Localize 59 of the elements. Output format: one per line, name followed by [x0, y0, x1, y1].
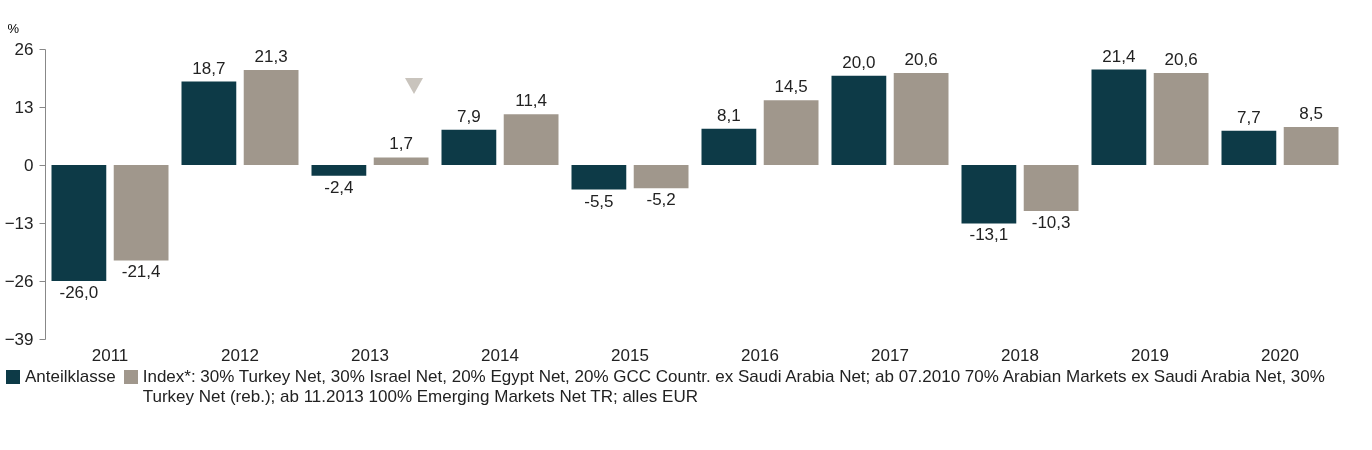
bar: [243, 69, 299, 165]
y-tick-label: 26: [14, 39, 34, 59]
data-label: 7,7: [1237, 107, 1261, 127]
x-tick-label: 2014: [481, 345, 519, 365]
bar: [181, 81, 237, 165]
data-label: -13,1: [969, 225, 1009, 245]
bar: [1091, 69, 1147, 165]
y-tick-label: 0: [24, 155, 34, 175]
data-label: 21,4: [1102, 46, 1136, 66]
data-label: -2,4: [324, 177, 354, 197]
data-label: -10,3: [1031, 212, 1071, 232]
bar: [701, 128, 757, 165]
bar: [961, 165, 1017, 224]
y-axis-title: %: [7, 20, 20, 36]
x-tick-label: 2018: [1001, 345, 1039, 365]
data-label: 8,5: [1299, 104, 1323, 124]
data-label: 7,9: [457, 106, 481, 126]
data-label: 14,5: [774, 77, 808, 97]
bar: [311, 165, 367, 176]
legend-label: Index*: 30% Turkey Net, 30% Israel Net, 20% Egypt Net, 20% GCC Countr. ex Saudi Arabia Net; ab 07.2010 70% Arabian Markets ex Saudi Arabia Net, 30% Turkey Net (reb.); ab 11.2013 100% Emerging Markets Net TR; alles EUR: [142, 367, 1326, 407]
y-tick-label: −26: [4, 271, 34, 291]
bar: [893, 73, 949, 165]
data-label: 11,4: [515, 91, 548, 111]
x-tick-label: 2020: [1261, 345, 1299, 365]
x-tick-label: 2012: [221, 345, 259, 365]
data-label: 20,6: [1164, 50, 1198, 70]
legend-label: Anteilklasse: [25, 367, 116, 387]
x-tick-label: 2017: [871, 345, 909, 365]
data-label: 20,0: [842, 52, 876, 72]
y-tick-label: −13: [4, 213, 34, 233]
data-label: -5,5: [584, 191, 614, 211]
bar: [1153, 73, 1209, 165]
bar: [1283, 127, 1339, 165]
data-label: 18,7: [192, 58, 226, 78]
bar: [373, 157, 429, 165]
data-label: -5,2: [646, 190, 676, 210]
bar: [633, 165, 689, 189]
x-tick-label: 2015: [611, 345, 649, 365]
data-label: 8,1: [717, 105, 741, 125]
bar: [503, 114, 559, 165]
bar: [763, 100, 819, 165]
data-label: -26,0: [59, 283, 99, 302]
data-label: 20,6: [904, 50, 938, 70]
y-tick-label: −39: [4, 329, 34, 349]
bar: [51, 165, 107, 281]
bar: [113, 165, 169, 261]
x-tick-label: 2011: [91, 345, 129, 365]
data-label: -21,4: [121, 262, 161, 282]
bar: [441, 129, 497, 165]
y-tick-label: 13: [14, 97, 34, 117]
bar: [1023, 165, 1079, 211]
bar: [831, 75, 887, 165]
data-label: 21,3: [254, 46, 288, 66]
bar: [1221, 130, 1277, 165]
x-tick-label: 2013: [351, 345, 389, 365]
data-label: 1,7: [389, 134, 413, 154]
bar: [571, 165, 627, 190]
x-tick-label: 2019: [1131, 345, 1169, 365]
x-tick-label: 2016: [741, 345, 779, 365]
